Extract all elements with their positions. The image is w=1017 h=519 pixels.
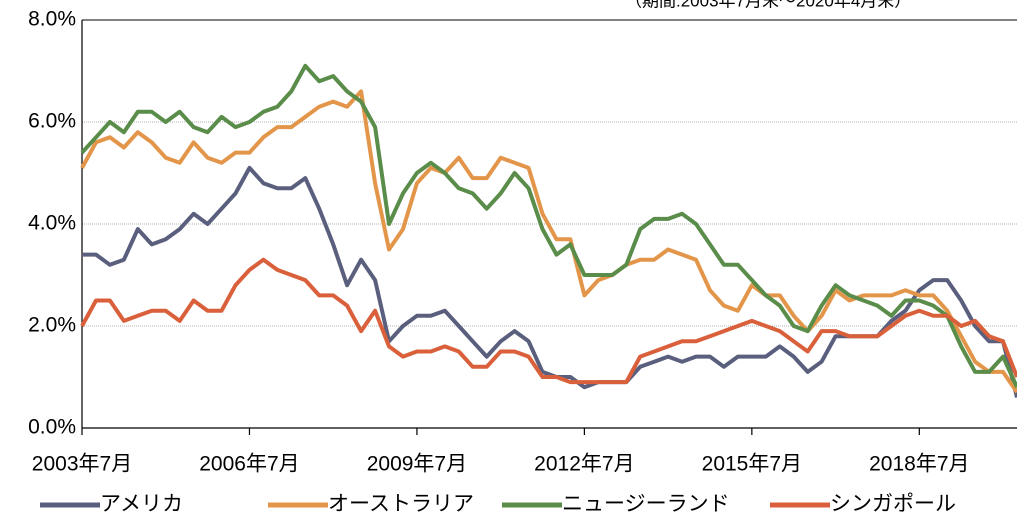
- x-tick-label: 2018年7月: [869, 453, 969, 476]
- y-tick-label: 4.0%: [28, 212, 76, 235]
- series-line: [80, 257, 1017, 385]
- x-tick-label: 2006年7月: [199, 453, 299, 476]
- legend-label: アメリカ: [100, 493, 183, 516]
- chart-subtitle: （期間:2003年7月末～2020年4月末）: [625, 0, 911, 10]
- x-tick-label: 2015年7月: [702, 453, 802, 476]
- legend-label: ニュージーランド: [562, 493, 730, 516]
- y-tick-label: 6.0%: [28, 110, 76, 133]
- y-tick-label: 2.0%: [28, 314, 76, 337]
- series-line: [80, 63, 1017, 389]
- legend-label: シンガポール: [830, 493, 956, 516]
- legend-label: オーストラリア: [328, 493, 474, 516]
- x-tick-label: 2012年7月: [534, 453, 634, 476]
- x-tick-label: 2003年7月: [32, 453, 132, 476]
- y-tick-label: 0.0%: [28, 416, 76, 439]
- series-line: [82, 165, 1017, 398]
- x-tick-label: 2009年7月: [367, 453, 467, 476]
- series-line: [80, 89, 1017, 394]
- y-tick-label: 8.0%: [28, 8, 76, 31]
